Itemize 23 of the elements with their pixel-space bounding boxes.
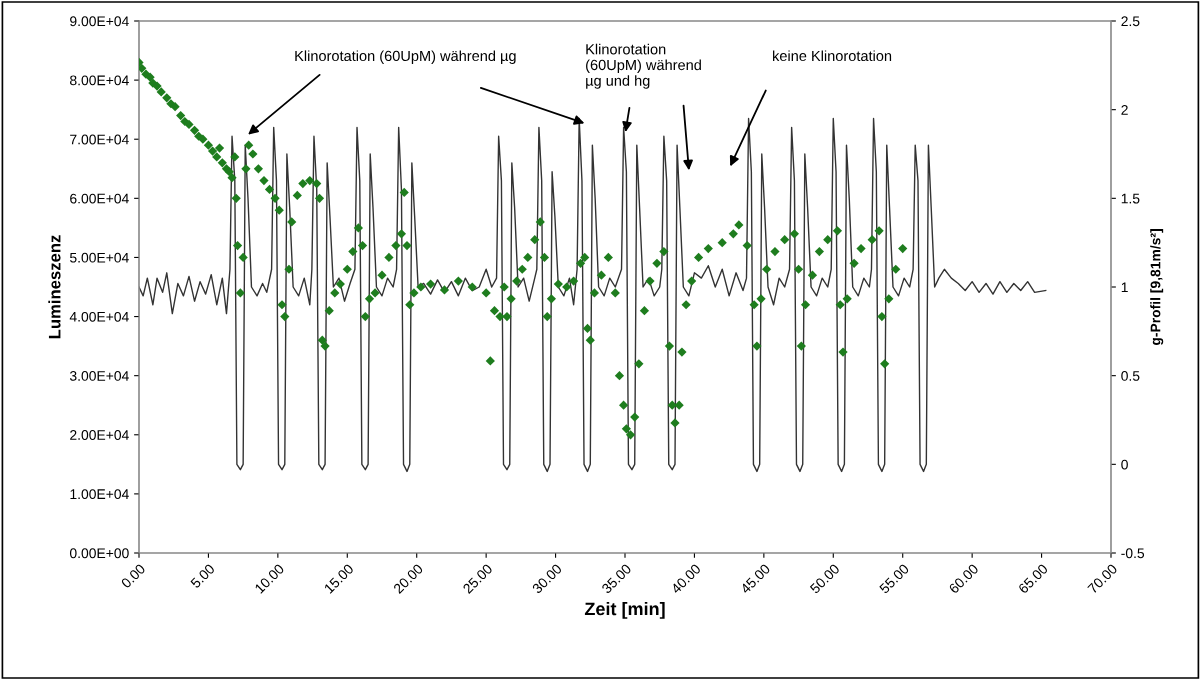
y2-tick-label: 2.5 xyxy=(1121,16,1140,27)
y-tick-label: 0.00E+00 xyxy=(69,548,129,559)
y-tick-label: 5.00E+04 xyxy=(69,252,129,263)
annotation: keine Klinorotation xyxy=(773,50,892,62)
annotation: Klinorotation (60UpM) während µg und hg xyxy=(586,43,701,89)
y-tick-label: 6.00E+04 xyxy=(70,193,129,204)
y2-axis-title: g-Profil [9,81m/s²] xyxy=(1150,229,1164,346)
y-tick-label: 9.00E+04 xyxy=(70,16,129,27)
y-tick-label: 2.00E+04 xyxy=(70,430,129,440)
y-tick-label: 1.00E+04 xyxy=(70,489,129,500)
y2-tick-label: 0.5 xyxy=(1121,371,1140,381)
y2-tick-label: 1.5 xyxy=(1121,193,1140,204)
y2-tick-label: 0 xyxy=(1121,459,1128,470)
y-tick-label: 7.00E+04 xyxy=(70,134,129,145)
y-tick-label: 8.00E+04 xyxy=(70,75,129,86)
x-axis-title: Zeit [min] xyxy=(584,602,665,619)
y-tick-label: 4.00E+04 xyxy=(69,311,129,322)
y2-tick-label: 1 xyxy=(1121,282,1128,293)
y-tick-label: 3.00E+04 xyxy=(69,371,129,381)
y2-tick-label: -0.5 xyxy=(1121,548,1145,559)
y2-tick-label: 2 xyxy=(1121,105,1128,115)
annotation: Klinorotation (60UpM) während µg xyxy=(295,50,516,64)
y-axis-title: Lumineszenz xyxy=(48,235,61,339)
